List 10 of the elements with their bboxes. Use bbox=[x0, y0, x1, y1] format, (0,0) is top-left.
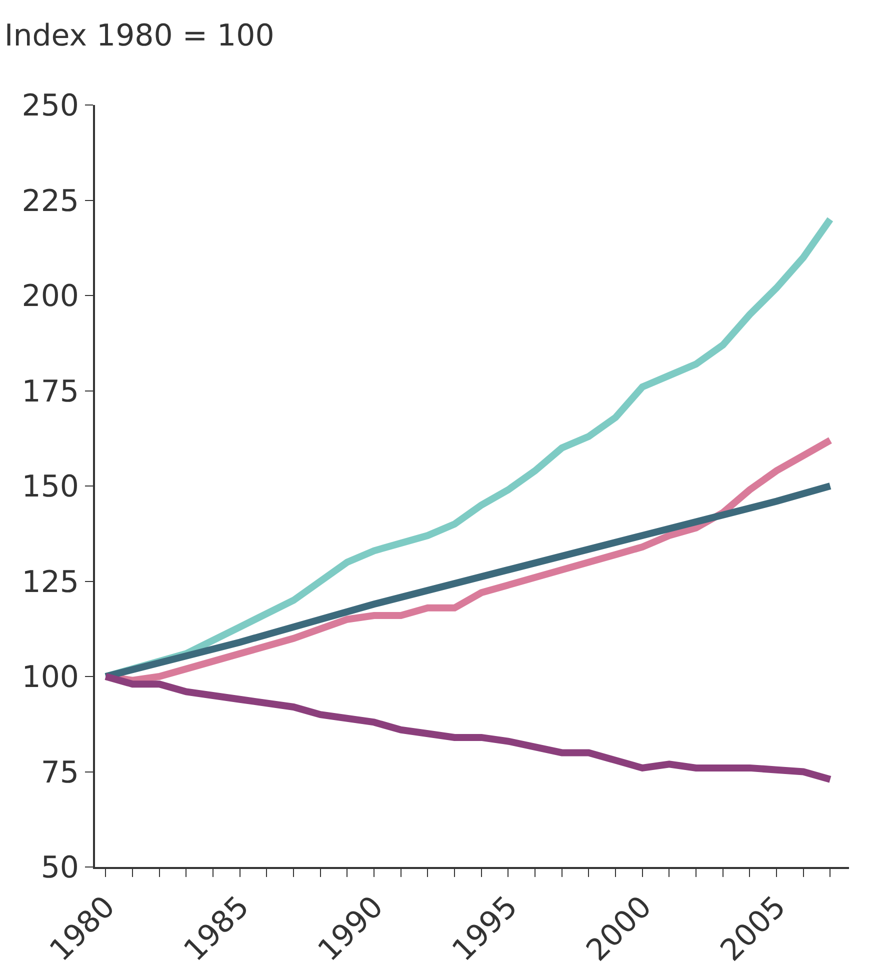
chart-title: Index 1980 = 100 bbox=[4, 18, 274, 54]
y-tick-label: 150 bbox=[22, 470, 79, 504]
y-tick-label: 200 bbox=[22, 279, 79, 314]
y-tick-label: 125 bbox=[22, 564, 79, 600]
y-tick-label: 100 bbox=[22, 660, 79, 695]
y-tick-label: 250 bbox=[22, 88, 79, 124]
y-tick-label: 50 bbox=[40, 850, 79, 886]
y-tick-label: 75 bbox=[40, 755, 79, 790]
y-tick-label: 225 bbox=[22, 184, 79, 219]
y-tick-label: 175 bbox=[22, 374, 79, 410]
